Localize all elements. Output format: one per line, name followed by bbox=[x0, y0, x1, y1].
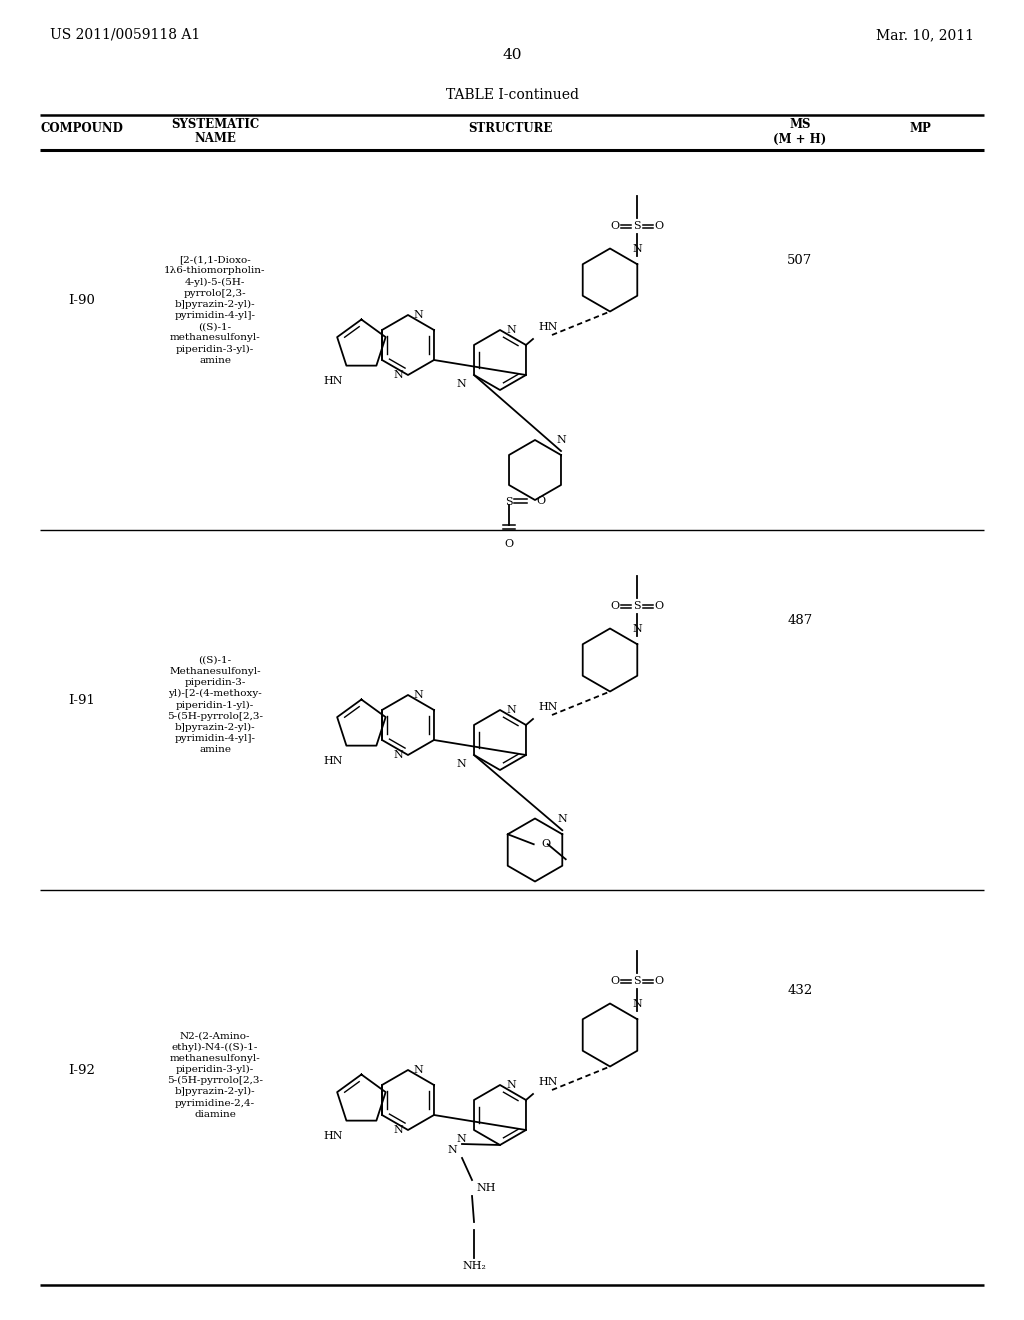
Text: N: N bbox=[393, 370, 403, 380]
Text: STRUCTURE: STRUCTURE bbox=[468, 123, 552, 136]
Text: (M + H): (M + H) bbox=[773, 132, 826, 145]
Text: HN: HN bbox=[323, 1131, 342, 1140]
Text: N: N bbox=[633, 624, 642, 634]
Text: MS: MS bbox=[790, 117, 811, 131]
Text: N: N bbox=[506, 705, 516, 715]
Text: I-92: I-92 bbox=[69, 1064, 95, 1077]
Text: 40: 40 bbox=[502, 48, 522, 62]
Text: [2-(1,1-Dioxo-
1λ6-thiomorpholin-
4-yl)-5-(5H-
pyrrolo[2,3-
b]pyrazin-2-yl)-
pyr: [2-(1,1-Dioxo- 1λ6-thiomorpholin- 4-yl)-… bbox=[164, 255, 266, 364]
Text: O: O bbox=[542, 840, 551, 849]
Text: N2-(2-Amino-
ethyl)-N4-((S)-1-
methanesulfonyl-
piperidin-3-yl)-
5-(5H-pyrrolo[2: N2-(2-Amino- ethyl)-N4-((S)-1- methanesu… bbox=[167, 1031, 263, 1118]
Text: I-90: I-90 bbox=[69, 293, 95, 306]
Text: NAME: NAME bbox=[195, 132, 236, 145]
Text: S: S bbox=[634, 601, 641, 611]
Text: NH: NH bbox=[476, 1183, 496, 1193]
Text: US 2011/0059118 A1: US 2011/0059118 A1 bbox=[50, 28, 201, 42]
Text: N: N bbox=[447, 1144, 457, 1155]
Text: N: N bbox=[633, 244, 642, 255]
Text: N: N bbox=[457, 379, 466, 389]
Text: N: N bbox=[393, 750, 403, 760]
Text: N: N bbox=[393, 1125, 403, 1135]
Text: HN: HN bbox=[538, 322, 557, 333]
Text: N: N bbox=[457, 1134, 466, 1144]
Text: 487: 487 bbox=[787, 614, 813, 627]
Text: SYSTEMATIC: SYSTEMATIC bbox=[171, 117, 259, 131]
Text: HN: HN bbox=[323, 376, 342, 385]
Text: N: N bbox=[506, 325, 516, 335]
Text: MP: MP bbox=[909, 123, 931, 136]
Text: N: N bbox=[413, 690, 423, 700]
Text: O: O bbox=[610, 601, 620, 611]
Text: HN: HN bbox=[538, 702, 557, 711]
Text: ((S)-1-
Methanesulfonyl-
piperidin-3-
yl)-[2-(4-methoxy-
piperidin-1-yl)-
5-(5H-: ((S)-1- Methanesulfonyl- piperidin-3- yl… bbox=[167, 656, 263, 754]
Text: TABLE I-continued: TABLE I-continued bbox=[445, 88, 579, 102]
Text: HN: HN bbox=[323, 755, 342, 766]
Text: N: N bbox=[557, 814, 567, 824]
Text: O: O bbox=[505, 539, 514, 549]
Text: Mar. 10, 2011: Mar. 10, 2011 bbox=[876, 28, 974, 42]
Text: 507: 507 bbox=[787, 253, 813, 267]
Text: S: S bbox=[634, 977, 641, 986]
Text: O: O bbox=[654, 977, 664, 986]
Text: O: O bbox=[610, 222, 620, 231]
Text: N: N bbox=[413, 310, 423, 319]
Text: S: S bbox=[634, 222, 641, 231]
Text: N: N bbox=[457, 759, 466, 770]
Text: HN: HN bbox=[538, 1077, 557, 1086]
Text: I-91: I-91 bbox=[69, 693, 95, 706]
Text: N: N bbox=[506, 1080, 516, 1090]
Text: NH₂: NH₂ bbox=[462, 1261, 486, 1271]
Text: COMPOUND: COMPOUND bbox=[41, 123, 124, 136]
Text: O: O bbox=[654, 601, 664, 611]
Text: O: O bbox=[536, 496, 545, 506]
Text: N: N bbox=[633, 999, 642, 1010]
Text: S: S bbox=[505, 498, 513, 507]
Text: N: N bbox=[556, 436, 566, 445]
Text: O: O bbox=[610, 977, 620, 986]
Text: O: O bbox=[654, 222, 664, 231]
Text: 432: 432 bbox=[787, 983, 813, 997]
Text: N: N bbox=[413, 1065, 423, 1074]
